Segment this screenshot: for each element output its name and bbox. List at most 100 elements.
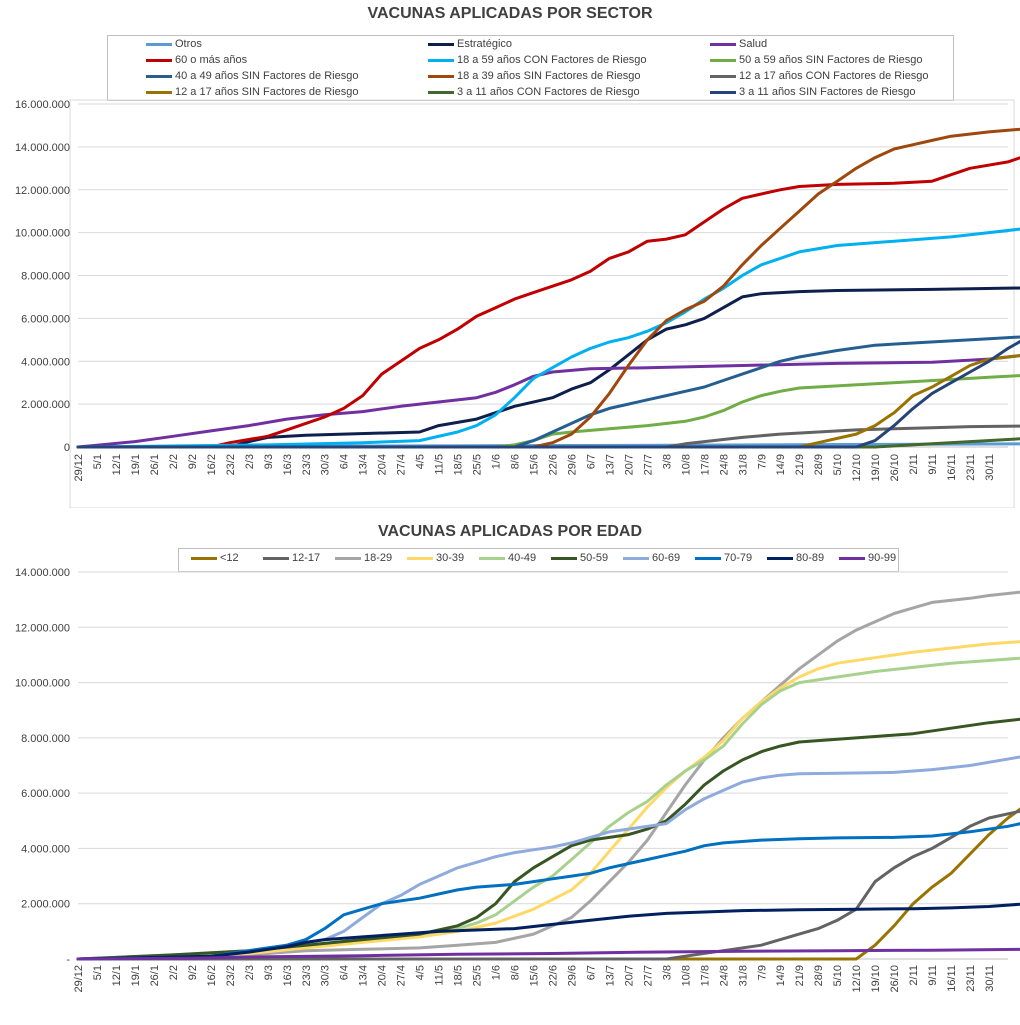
chart-legend-edad: <12 12-17 18-29 30-39 40-49 50-59 60-69 70-79 80… [178, 548, 899, 572]
legend-item-60-69: 60-69 [623, 552, 680, 564]
x-tick-label: 14/9 [775, 454, 787, 475]
x-tick-label: 24/8 [718, 454, 730, 475]
y-tick-label: 2.000.000 [21, 899, 70, 911]
x-tick-label: 7/9 [756, 454, 768, 469]
legend-label: 40 a 49 años SIN Factores de Riesgo [175, 70, 359, 82]
legend-label: 60-69 [652, 552, 681, 564]
x-tick-label: 3/8 [661, 454, 673, 469]
y-tick-label: 12.000.000 [15, 622, 70, 634]
x-tick-label: 23/2 [225, 965, 237, 986]
x-tick-label: 31/8 [737, 454, 749, 475]
legend-swatch [428, 74, 454, 78]
series-line-12-a-17-a-os-sin-factores-de-riesgo [76, 354, 1020, 449]
x-tick-label: 30/3 [320, 965, 332, 986]
x-tick-label: 29/12 [73, 965, 85, 993]
series-line-70-79 [76, 822, 1020, 961]
x-tick-label: 11/5 [434, 454, 446, 475]
legend-item-18-a-39-a-os-sin-factores-de-riesgo: 18 a 39 años SIN Factores de Riesgo [428, 70, 640, 82]
x-tick-label: 2/2 [168, 965, 180, 980]
x-tick-label: 12/10 [851, 965, 863, 993]
chart-plot-sector: 0 2.000.000 4.000.000 6.000.000 8.000.000 10.… [15, 99, 1020, 508]
legend-label: 80-89 [796, 552, 825, 564]
x-tick-label: 17/8 [699, 454, 711, 475]
y-tick-label: 14.000.000 [15, 567, 70, 579]
x-tick-label: 16/11 [946, 454, 958, 481]
series-line-estrat-gico [76, 286, 1020, 449]
legend-item-40-49: 40-49 [479, 552, 536, 564]
y-tick-label: 8.000.000 [21, 733, 70, 745]
x-tick-label: 23/11 [965, 454, 977, 481]
legend-swatch [191, 556, 217, 560]
x-tick-label: 16/11 [946, 965, 958, 992]
y-tick-label: 14.000.000 [15, 142, 70, 154]
series-line-40-a-49-a-os-sin-factores-de-riesgo [76, 335, 1020, 449]
x-tick-label: 27/4 [396, 454, 408, 475]
x-tick-label: 16/2 [206, 454, 218, 475]
x-tick-label: 8/6 [510, 454, 522, 469]
chart-legend-sector: Otros Estratégico Salud 60 o más años 18 a 5… [107, 35, 954, 101]
legend-swatch [710, 90, 736, 94]
legend-label: 70-79 [724, 552, 753, 564]
legend-swatch [407, 556, 433, 560]
x-tick-label: 22/6 [547, 454, 559, 475]
legend-item-30-39: 30-39 [407, 552, 464, 564]
legend-item-otros: Otros [146, 38, 202, 50]
x-tick-label: 10/8 [680, 965, 692, 986]
legend-item-90-99: 90-99 [839, 552, 896, 564]
legend-item-estrat-gico: Estratégico [428, 38, 512, 50]
x-tick-label: 28/9 [813, 965, 825, 986]
legend-swatch [710, 42, 736, 46]
x-tick-label: 2/11 [908, 454, 920, 475]
x-tick-label: 9/11 [927, 965, 939, 986]
x-tick-label: 5/10 [832, 965, 844, 986]
legend-swatch [146, 42, 172, 46]
chart-area-border [69, 99, 1015, 508]
legend-label: <12 [220, 552, 239, 564]
series-line-18-a-59-a-os-con-factores-de-riesgo [76, 227, 1020, 449]
legend-item-60-o-m-s-a-os: 60 o más años [146, 54, 247, 66]
x-tick-label: 21/9 [794, 454, 806, 475]
legend-swatch [767, 556, 793, 560]
series-line-3-a-11-a-os-sin-factores-de-riesgo [76, 339, 1020, 449]
x-tick-label: 10/8 [680, 454, 692, 475]
legend-label: 18 a 59 años CON Factores de Riesgo [457, 54, 647, 66]
legend-label: 60 o más años [175, 54, 248, 66]
x-tick-label: 26/1 [149, 454, 161, 475]
x-tick-label: 9/2 [187, 454, 199, 469]
y-tick-label: 0 [64, 442, 70, 454]
x-tick-label: 27/4 [396, 965, 408, 986]
legend-swatch [695, 556, 721, 560]
y-tick-label: 2.000.000 [21, 399, 70, 411]
x-tick-label: 4/5 [415, 454, 427, 469]
y-tick-label: 10.000.000 [15, 678, 70, 690]
series-line-90-99 [76, 947, 1020, 961]
x-tick-label: 29/6 [566, 454, 578, 475]
legend-item-12-a-17-a-os-sin-factores-de-riesgo: 12 a 17 años SIN Factores de Riesgo [146, 86, 358, 98]
legend-label: 90-99 [868, 552, 897, 564]
series-line-60-69 [76, 755, 1020, 961]
x-tick-label: 26/1 [149, 965, 161, 986]
x-tick-label: 14/9 [775, 965, 787, 986]
x-tick-label: 3/8 [661, 965, 673, 980]
x-tick-label: 1/6 [491, 454, 503, 469]
x-tick-label: 16/3 [282, 454, 294, 475]
y-tick-label: 12.000.000 [15, 185, 70, 197]
legend-item-12-a-17-a-os-con-factores-de-riesgo: 12 a 17 años CON Factores de Riesgo [710, 70, 929, 82]
legend-swatch [623, 556, 649, 560]
legend-swatch [551, 556, 577, 560]
x-tick-label: 5/1 [92, 454, 104, 469]
x-tick-label: 6/4 [339, 454, 351, 469]
x-tick-label: 31/8 [737, 965, 749, 986]
legend-item-3-a-11-a-os-sin-factores-de-riesgo: 3 a 11 años SIN Factores de Riesgo [710, 86, 916, 98]
x-tick-label: 16/2 [206, 965, 218, 986]
x-tick-label: 20/7 [623, 965, 635, 986]
x-tick-label: 2/3 [244, 454, 256, 469]
legend-item-18-a-59-a-os-con-factores-de-riesgo: 18 a 59 años CON Factores de Riesgo [428, 54, 647, 66]
y-tick-label: 8.000.000 [21, 271, 70, 283]
x-tick-label: 25/5 [472, 454, 484, 475]
legend-label: Salud [739, 38, 768, 50]
legend-label: 30-39 [436, 552, 465, 564]
x-tick-label: 18/5 [453, 965, 465, 986]
x-tick-label: 12/1 [111, 454, 123, 475]
chart-plot-edad: - 2.000.000 4.000.000 6.000.000 8.000.000 10.… [15, 567, 1020, 993]
